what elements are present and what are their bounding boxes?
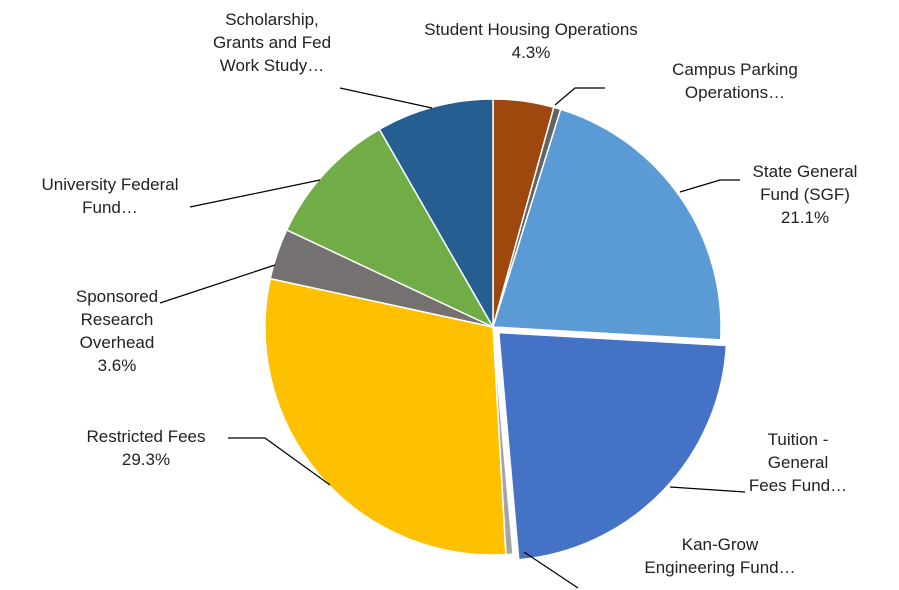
value-label: 3.6%: [97, 356, 137, 375]
leader-line: [679, 179, 740, 193]
category-label: University Federal Fund…: [41, 175, 179, 217]
category-label: Restricted Fees: [86, 427, 206, 446]
category-label: State General Fund (SGF): [752, 162, 858, 204]
category-label: Sponsored Research Overhead: [75, 287, 159, 352]
slice-label: Scholarship, Grants and Fed Work Study…: [207, 8, 337, 77]
slice-label: Campus Parking Operations…: [645, 58, 825, 104]
leader-line: [554, 87, 605, 106]
value-label: 29.3%: [121, 450, 171, 469]
pie-slice: [497, 331, 728, 561]
slice-label: State General Fund (SGF) 21.1%: [740, 160, 870, 229]
slice-label: University Federal Fund…: [25, 173, 195, 219]
pie-slice: [378, 98, 494, 330]
slice-label: Restricted Fees 29.3%: [46, 425, 246, 471]
pie-slice: [264, 277, 507, 556]
value-label: 21.1%: [780, 208, 830, 227]
pie-slice: [491, 108, 722, 341]
leader-line: [523, 551, 579, 589]
leader-line: [189, 179, 321, 208]
leader-line: [159, 264, 276, 304]
category-label: Kan-Grow Engineering Fund…: [644, 535, 796, 577]
leader-line: [339, 87, 433, 109]
slice-label: Kan-Grow Engineering Fund…: [640, 533, 800, 579]
leader-lines: [159, 87, 746, 589]
category-label: Scholarship, Grants and Fed Work Study…: [212, 10, 332, 75]
pie-slice: [285, 128, 495, 329]
value-label: 4.3%: [511, 43, 551, 62]
category-label: Tuition - General Fees Fund…: [748, 430, 848, 495]
slice-label: Student Housing Operations 4.3%: [366, 18, 696, 64]
slice-label: Sponsored Research Overhead 3.6%: [67, 285, 167, 377]
leader-line: [669, 486, 746, 493]
category-label: Student Housing Operations: [424, 20, 638, 39]
slice-label: Tuition - General Fees Fund…: [748, 428, 848, 497]
leader-line: [228, 437, 331, 486]
category-label: Campus Parking Operations…: [672, 60, 798, 102]
